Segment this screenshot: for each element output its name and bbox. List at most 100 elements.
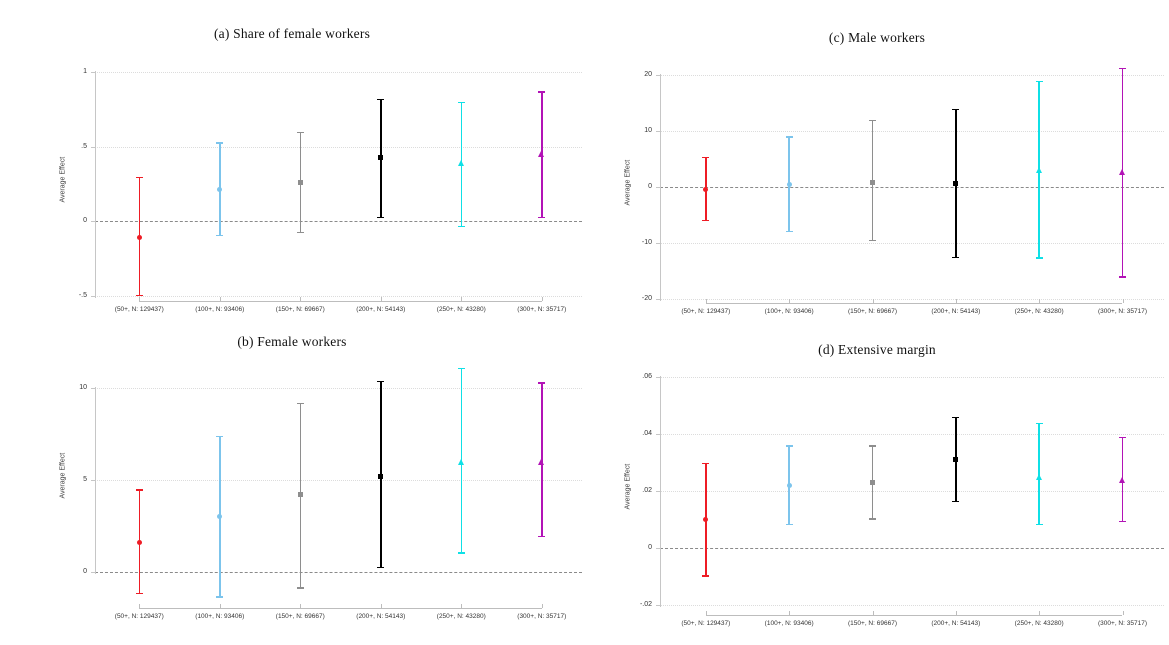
y-axis-line <box>95 71 96 298</box>
panel-share-female-workers: (a) Share of female workers Average Effe… <box>0 0 584 322</box>
ci-cap-top <box>702 462 710 464</box>
ci-cap-top <box>216 435 224 438</box>
y-tick-label: 10 <box>79 384 87 391</box>
x-category-label: (150+, N: 69667) <box>275 613 325 620</box>
x-tick <box>955 611 957 615</box>
x-tick <box>1039 299 1041 303</box>
y-axis-line <box>660 74 661 301</box>
x-category-label: (50+, N: 129437) <box>681 308 731 315</box>
point-marker <box>457 458 464 465</box>
point-marker <box>786 482 792 488</box>
ci-cap-bottom <box>1119 276 1126 278</box>
x-category-label: (100+, N: 93406) <box>764 620 814 627</box>
x-tick <box>380 604 382 608</box>
ci-cap-top <box>952 108 960 111</box>
ci-cap-bottom <box>457 552 465 554</box>
point-marker <box>703 517 709 522</box>
ci-cap-bottom <box>216 596 224 598</box>
zero-line <box>660 187 1164 188</box>
y-tick <box>656 243 660 244</box>
ci-cap-bottom <box>702 219 710 222</box>
x-tick <box>219 297 221 301</box>
y-tick <box>91 72 95 73</box>
ci-cap-bottom <box>1035 523 1043 526</box>
ci-cap-bottom <box>538 216 546 219</box>
point-marker <box>538 458 545 465</box>
ci-cap-top <box>1035 80 1043 83</box>
point-marker <box>953 181 959 187</box>
point-marker <box>538 151 545 158</box>
ci-cap-top <box>216 142 224 144</box>
y-tick-label: 20 <box>644 71 652 78</box>
ci-cap-top <box>952 416 960 419</box>
gridline <box>95 480 582 481</box>
ci-cap-top <box>135 489 143 491</box>
y-tick <box>91 572 95 573</box>
x-tick <box>1122 299 1124 303</box>
point-marker <box>870 180 875 186</box>
gridline <box>660 243 1164 244</box>
ci-cap-bottom <box>377 216 385 219</box>
point-marker <box>1119 168 1125 175</box>
x-tick <box>705 611 707 615</box>
ci-cap-bottom <box>296 231 304 234</box>
x-category-label: (150+, N: 69667) <box>848 620 897 627</box>
y-axis-label: Average Effect <box>59 156 67 203</box>
point-marker <box>136 235 142 241</box>
x-category-label: (200+, N: 54143) <box>931 308 981 315</box>
x-tick <box>541 604 543 608</box>
y-tick-label: 0 <box>648 544 652 551</box>
y-tick <box>656 377 660 378</box>
x-category-label: (250+, N: 43280) <box>1014 308 1064 315</box>
x-tick <box>139 297 141 301</box>
x-category-label: (50+, N: 129437) <box>114 306 164 313</box>
gridline <box>660 434 1164 435</box>
gridline <box>660 131 1164 132</box>
ci-cap-top <box>377 98 385 101</box>
point-marker <box>870 479 875 485</box>
point-marker <box>786 181 792 187</box>
ci-cap-top <box>135 176 143 179</box>
y-tick <box>91 146 95 148</box>
ci-cap-bottom <box>377 566 385 569</box>
point-marker <box>1035 473 1042 480</box>
ci-cap-top <box>377 380 385 383</box>
ci-cap-top <box>869 119 876 122</box>
gridline <box>95 296 582 297</box>
point-marker <box>217 187 223 193</box>
x-axis-line <box>705 303 1123 304</box>
x-tick <box>955 299 957 303</box>
ci-cap-bottom <box>135 294 143 296</box>
gridline <box>660 377 1164 378</box>
y-tick <box>656 131 660 132</box>
ci-cap-bottom <box>952 500 960 503</box>
gridline <box>95 146 582 148</box>
y-tick <box>91 388 95 389</box>
ci-cap-bottom <box>135 592 143 595</box>
x-tick <box>1039 611 1041 615</box>
point-marker <box>1119 476 1125 483</box>
x-tick <box>139 604 141 608</box>
x-tick <box>789 611 791 615</box>
x-tick <box>219 604 221 608</box>
gridline <box>660 75 1164 76</box>
ci-cap-bottom <box>457 225 465 228</box>
ci-cap-top <box>1035 422 1043 425</box>
point-marker <box>217 514 223 520</box>
zero-line <box>95 221 582 223</box>
ci-cap-bottom <box>785 230 793 233</box>
panel-title: (b) Female workers <box>237 334 347 349</box>
panel-title: (d) Extensive margin <box>818 342 936 357</box>
point-marker <box>378 154 384 160</box>
panel-title: (c) Male workers <box>828 30 926 45</box>
ci-cap-bottom <box>702 575 710 577</box>
x-tick <box>461 604 463 608</box>
y-tick-label: -.5 <box>78 292 87 299</box>
zero-line <box>660 548 1164 549</box>
y-tick <box>656 434 660 435</box>
x-tick <box>300 297 302 301</box>
ci-cap-bottom <box>216 234 224 237</box>
x-category-label: (200+, N: 54143) <box>931 620 981 627</box>
ci-cap-bottom <box>296 587 304 589</box>
